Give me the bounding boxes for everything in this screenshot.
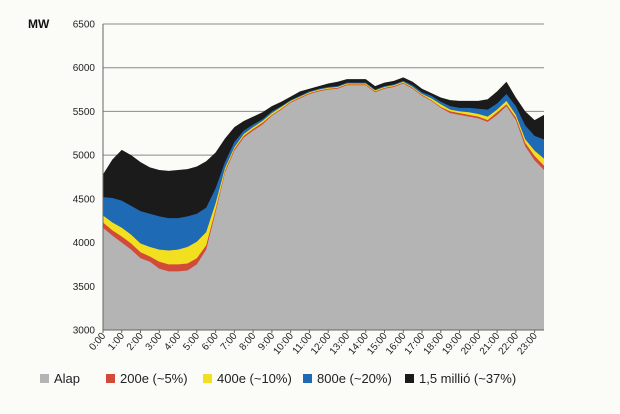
area-series-0 bbox=[103, 83, 544, 330]
y-tick-label: 6000 bbox=[73, 63, 96, 74]
y-tick-label: 5000 bbox=[73, 151, 96, 162]
x-tick-label: 2:00 bbox=[125, 331, 146, 353]
y-tick-label: 3000 bbox=[73, 326, 96, 337]
x-tick-label: 23:00 bbox=[515, 331, 540, 358]
legend-label-0: Alap bbox=[54, 371, 80, 386]
legend-label-2: 400e (~10%) bbox=[217, 371, 292, 386]
x-tick-label: 7:00 bbox=[219, 331, 240, 353]
legend-swatch-0 bbox=[40, 374, 49, 383]
legend-swatch-2 bbox=[203, 374, 212, 383]
x-tick-label: 6:00 bbox=[200, 331, 221, 353]
x-tick-label: 3:00 bbox=[144, 331, 165, 353]
legend: Alap 200e (~5%) 400e (~10%) 800e (~20%) 1,5 … bbox=[40, 371, 516, 386]
y-tick-label: 4500 bbox=[73, 194, 96, 205]
legend-label-1: 200e (~5%) bbox=[120, 371, 188, 386]
x-tick-label: 10:00 bbox=[271, 331, 296, 358]
y-axis-unit-label: MW bbox=[28, 17, 50, 31]
legend-swatch-1 bbox=[106, 374, 115, 383]
legend-label-4: 1,5 millió (~37%) bbox=[419, 371, 516, 386]
x-tick-label: 8:00 bbox=[237, 331, 258, 353]
x-tick-label: 5:00 bbox=[181, 331, 202, 353]
legend-swatch-3 bbox=[303, 374, 312, 383]
y-tick-label: 5500 bbox=[73, 107, 96, 118]
area-series-group bbox=[103, 77, 544, 331]
y-tick-label: 4000 bbox=[73, 238, 96, 249]
y-tick-label: 3500 bbox=[73, 282, 96, 293]
x-tick-label: 1:00 bbox=[106, 331, 127, 353]
y-tick-label: 6500 bbox=[73, 20, 96, 31]
legend-label-3: 800e (~20%) bbox=[317, 371, 392, 386]
x-tick-label: 4:00 bbox=[162, 331, 183, 353]
legend-swatch-4 bbox=[405, 374, 414, 383]
